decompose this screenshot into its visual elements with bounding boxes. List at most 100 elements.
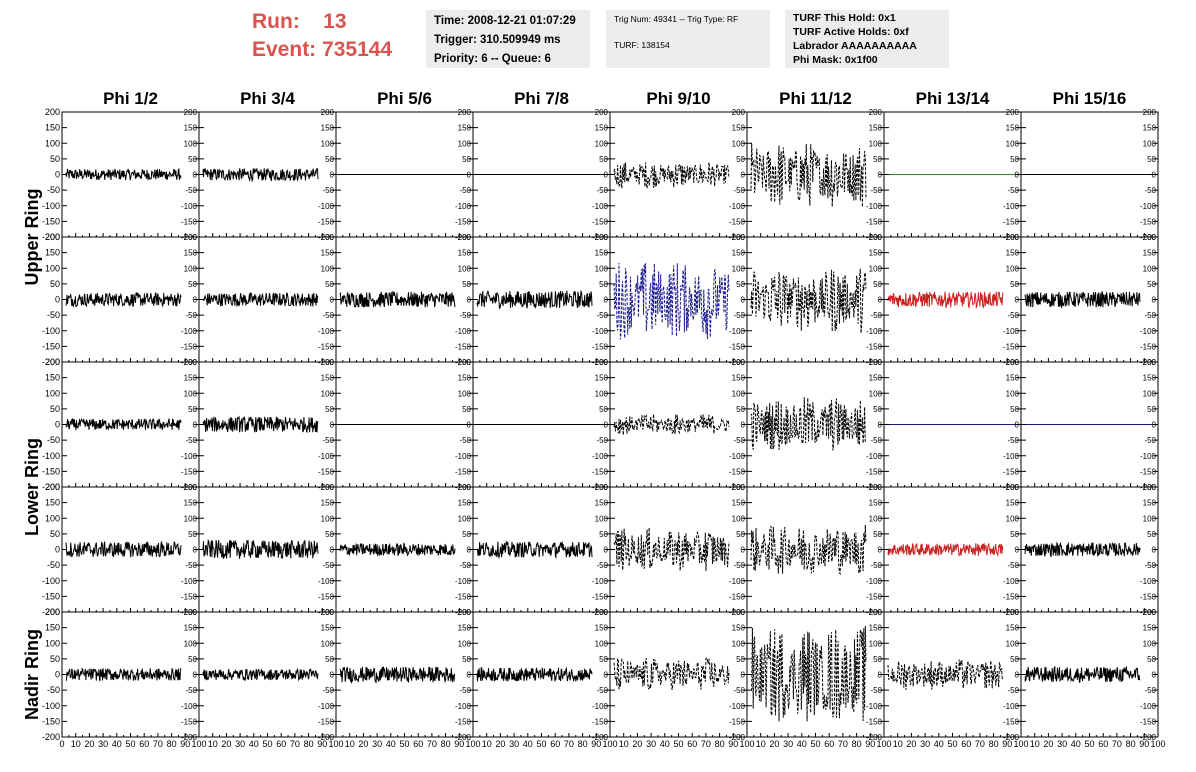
y-tick-label: -150	[318, 467, 335, 476]
y-tick-label: -150	[455, 342, 472, 351]
x-tick-label: 90	[865, 739, 875, 749]
y-tick-label: -100	[1140, 577, 1157, 586]
ring-label: Lower Ring	[22, 438, 42, 536]
y-tick-label: -150	[1140, 467, 1157, 476]
y-tick-label: -50	[1007, 436, 1019, 445]
x-tick-label: 80	[304, 739, 314, 749]
y-tick-label: -150	[1003, 217, 1020, 226]
x-tick-label: 40	[660, 739, 670, 749]
y-tick-label: 100	[1006, 264, 1020, 273]
y-tick-label: -150	[318, 717, 335, 726]
y-tick-label: 0	[1015, 546, 1020, 555]
y-tick-label: 200	[1143, 108, 1157, 117]
y-tick-label: 200	[869, 483, 883, 492]
x-tick-label: 90	[591, 739, 601, 749]
x-tick-label: 50	[536, 739, 546, 749]
y-tick-label: 150	[1143, 124, 1157, 133]
y-tick-label: 200	[184, 358, 198, 367]
y-tick-label: -150	[729, 217, 746, 226]
y-tick-label: -150	[181, 717, 198, 726]
y-tick-label: -150	[455, 217, 472, 226]
y-tick-label: 150	[1143, 249, 1157, 258]
y-tick-label: -150	[1140, 342, 1157, 351]
turf-hold-info-box: TURF This Hold: 0x1 TURF Active Holds: 0…	[785, 10, 949, 68]
y-tick-label: 0	[467, 296, 472, 305]
y-tick-label: 150	[1006, 499, 1020, 508]
y-tick-label: 100	[458, 389, 472, 398]
y-tick-label: 200	[1006, 608, 1020, 617]
y-tick-label: 50	[1010, 405, 1019, 414]
x-tick-label: 100	[191, 739, 206, 749]
x-tick-label: 30	[235, 739, 245, 749]
y-tick-label: 150	[45, 623, 60, 633]
x-tick-label: 60	[413, 739, 423, 749]
y-tick-label: -50	[185, 311, 197, 320]
y-tick-label: -100	[1003, 702, 1020, 711]
waveform-trace	[339, 290, 456, 308]
y-tick-label: 50	[188, 530, 197, 539]
y-tick-label: 50	[325, 655, 334, 664]
waveform-trace	[202, 667, 319, 682]
y-tick-label: 100	[45, 388, 60, 398]
y-tick-label: -50	[1144, 186, 1156, 195]
y-tick-label: 200	[321, 358, 335, 367]
y-tick-label: -100	[181, 577, 198, 586]
y-tick-label: 50	[50, 529, 60, 539]
y-tick-label: -150	[42, 216, 60, 226]
y-tick-label: -50	[1007, 186, 1019, 195]
x-tick-label: 20	[906, 739, 916, 749]
y-tick-label: -100	[866, 327, 883, 336]
y-tick-label: -50	[459, 186, 471, 195]
y-tick-label: 100	[869, 139, 883, 148]
y-tick-label: 150	[869, 624, 883, 633]
run-label: Run:	[252, 10, 300, 33]
x-tick-label: 40	[523, 739, 533, 749]
y-tick-label: 100	[184, 514, 198, 523]
y-tick-label: 100	[458, 514, 472, 523]
y-tick-label: -100	[1003, 202, 1020, 211]
y-tick-label: 150	[595, 124, 609, 133]
x-tick-label: 40	[934, 739, 944, 749]
y-tick-label: 50	[1010, 155, 1019, 164]
waveform-trace	[750, 397, 867, 451]
y-tick-label: 0	[1152, 671, 1157, 680]
x-tick-label: 70	[701, 739, 711, 749]
y-tick-label: 100	[595, 264, 609, 273]
y-tick-label: 100	[1006, 389, 1020, 398]
y-tick-label: 0	[330, 171, 335, 180]
x-tick-label: 50	[673, 739, 683, 749]
y-tick-label: 50	[462, 405, 471, 414]
x-tick-label: 80	[1126, 739, 1136, 749]
y-tick-label: 200	[458, 108, 472, 117]
y-tick-label: -50	[459, 436, 471, 445]
waveform-trace	[1024, 541, 1141, 558]
y-tick-label: 150	[184, 499, 198, 508]
y-tick-label: -150	[866, 342, 883, 351]
x-tick-label: 10	[893, 739, 903, 749]
y-tick-label: 100	[595, 639, 609, 648]
y-tick-label: 150	[869, 249, 883, 258]
y-tick-label: -200	[42, 482, 60, 492]
y-tick-label: 100	[321, 639, 335, 648]
y-tick-label: 200	[732, 233, 746, 242]
y-tick-label: -100	[592, 702, 609, 711]
y-tick-label: -50	[322, 186, 334, 195]
x-tick-label: 10	[71, 739, 81, 749]
y-tick-label: 200	[1143, 608, 1157, 617]
x-tick-label: 40	[386, 739, 396, 749]
y-tick-label: -100	[455, 202, 472, 211]
y-tick-label: 50	[462, 280, 471, 289]
x-tick-label: 80	[989, 739, 999, 749]
y-tick-label: 150	[458, 249, 472, 258]
y-tick-label: 100	[321, 264, 335, 273]
x-tick-label: 60	[550, 739, 560, 749]
y-tick-label: 200	[869, 358, 883, 367]
x-tick-label: 90	[180, 739, 190, 749]
y-tick-label: 200	[869, 608, 883, 617]
y-tick-label: 200	[184, 608, 198, 617]
y-tick-label: 50	[1147, 405, 1156, 414]
waveform-trace	[339, 666, 456, 685]
y-tick-label: -100	[42, 451, 60, 461]
priority-queue-text: Priority: 6 -- Queue: 6	[434, 53, 551, 65]
